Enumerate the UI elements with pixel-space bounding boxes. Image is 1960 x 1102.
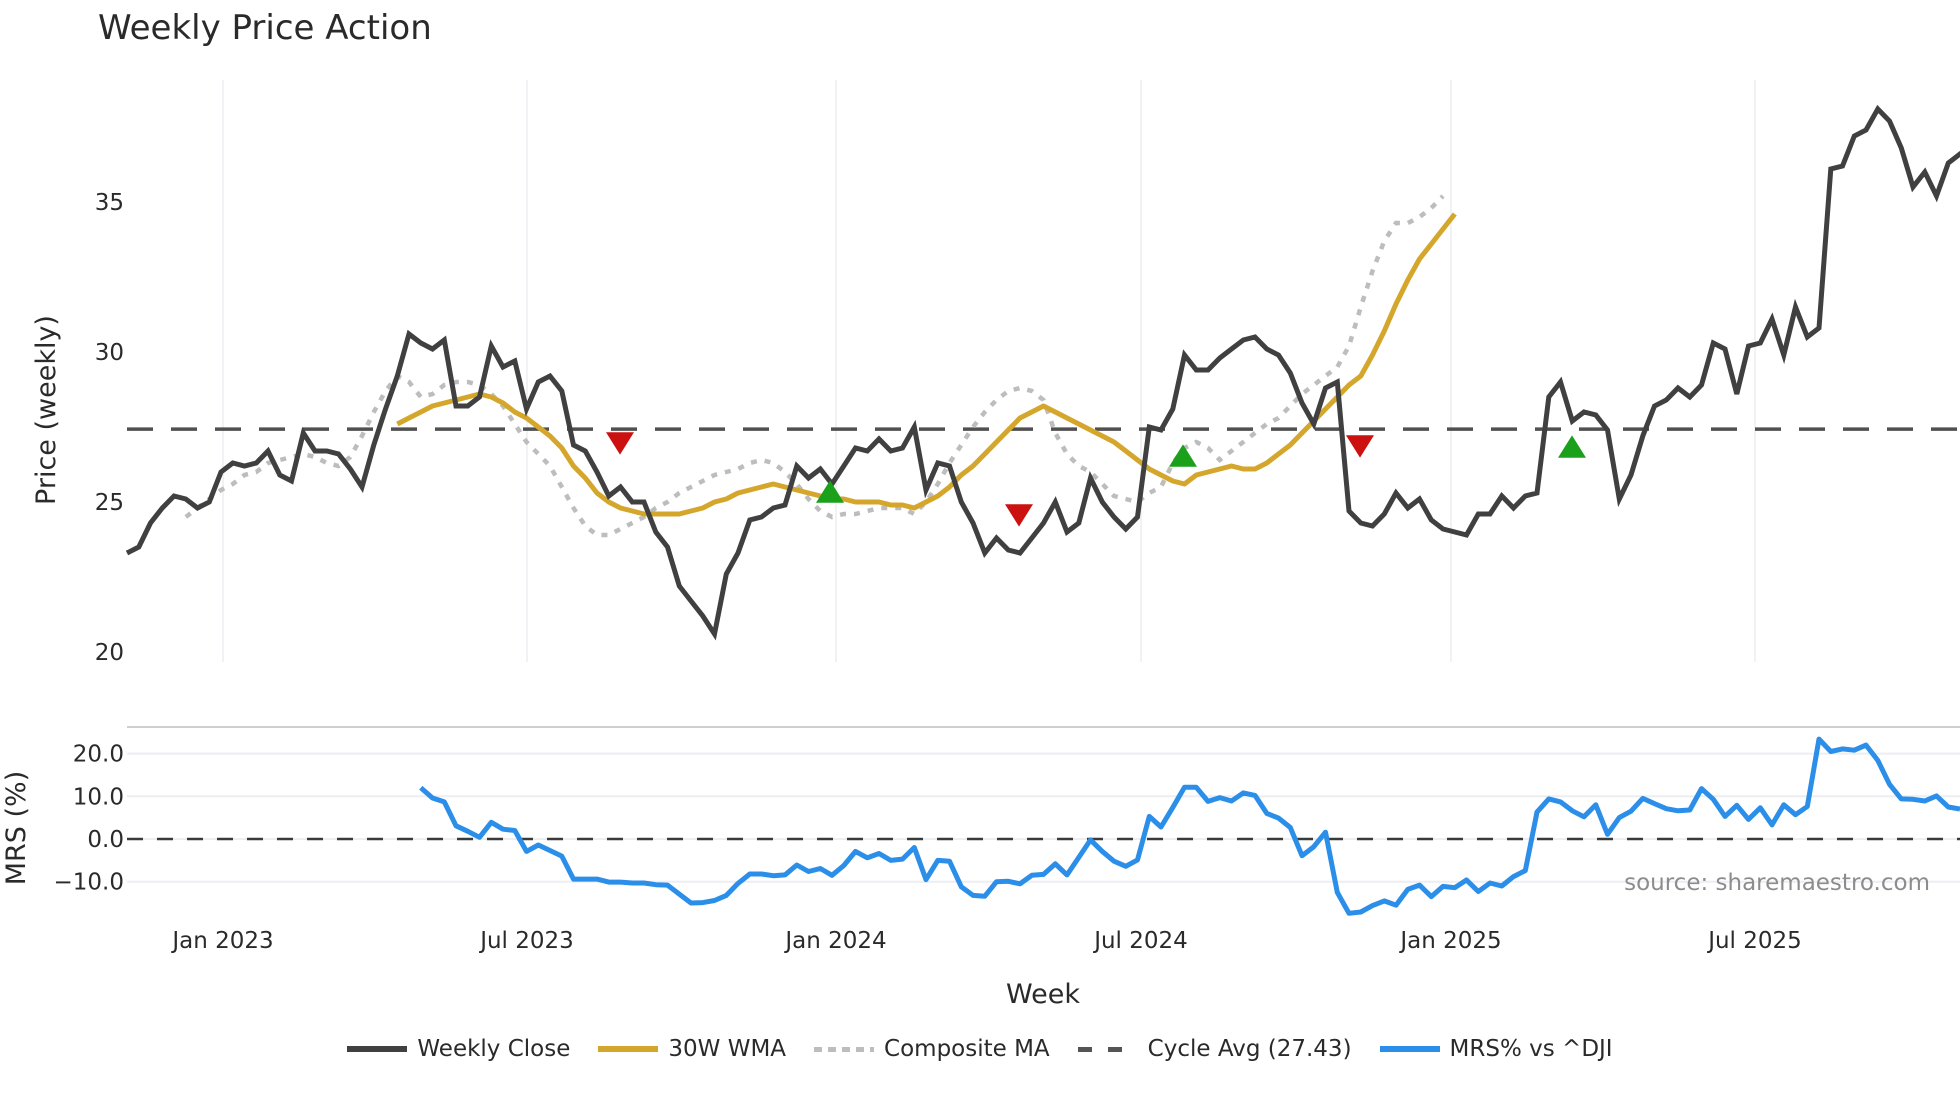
wma-swatch-icon	[598, 1046, 659, 1052]
mrs-y-axis-label: MRS (%)	[1, 771, 32, 886]
legend-item-composite-ma[interactable]: Composite MA	[814, 1036, 1050, 1062]
legend: Weekly Close 30W WMA Composite MA Cycle …	[0, 1036, 1960, 1062]
buy-signal-triangle-up-icon	[1169, 444, 1197, 467]
legend-item-wma[interactable]: 30W WMA	[598, 1036, 786, 1062]
mrs-y-tick: 20.0	[73, 742, 124, 768]
x-tick: Jan 2025	[1398, 928, 1501, 954]
chart-title: Weekly Price Action	[98, 8, 432, 48]
composite-ma-line	[184, 194, 1445, 538]
sell-signal-triangle-down-icon	[606, 432, 634, 455]
legend-item-mrs[interactable]: MRS% vs ^DJI	[1379, 1036, 1613, 1062]
source-note: source: sharemaestro.com	[1624, 870, 1930, 896]
legend-label: Composite MA	[884, 1036, 1050, 1062]
x-tick: Jan 2024	[783, 928, 886, 954]
price-panel: 20 25 30 35 Price (weekly)	[31, 80, 1960, 666]
price-y-tick: 35	[95, 190, 124, 216]
x-axis-ticks: Jan 2023 Jul 2023 Jan 2024 Jul 2024 Jan 2025…	[170, 928, 1801, 954]
legend-label: Weekly Close	[417, 1036, 571, 1062]
legend-label: Cycle Avg (27.43)	[1147, 1036, 1352, 1062]
wma-30w-line	[396, 212, 1457, 517]
buy-signal-triangle-up-icon	[1558, 435, 1586, 458]
mrs-y-tick: −10.0	[54, 870, 124, 896]
x-tick: Jul 2023	[478, 928, 574, 954]
sell-signal-triangle-down-icon	[1005, 504, 1033, 527]
mrs-y-tick: 0.0	[87, 827, 124, 853]
x-tick: Jul 2025	[1706, 928, 1802, 954]
price-y-axis-label: Price (weekly)	[31, 315, 62, 505]
sell-signal-triangle-down-icon	[1346, 435, 1374, 458]
price-y-tick: 20	[95, 640, 124, 666]
legend-item-weekly-close[interactable]: Weekly Close	[347, 1036, 570, 1062]
x-tick: Jul 2024	[1092, 928, 1188, 954]
legend-label: 30W WMA	[668, 1036, 787, 1062]
cycle-avg-swatch-icon	[1077, 1046, 1138, 1052]
weekly-close-line	[125, 104, 1960, 641]
mrs-panel: 20.0 10.0 0.0 −10.0 MRS (%) source: sharema…	[1, 726, 1960, 916]
mrs-y-ticks: 20.0 10.0 0.0 −10.0	[54, 742, 124, 896]
composite-ma-swatch-icon	[814, 1046, 875, 1052]
signal-markers	[606, 432, 1586, 527]
mrs-swatch-icon	[1379, 1046, 1440, 1052]
price-y-tick: 25	[95, 490, 124, 516]
weekly-close-swatch-icon	[347, 1046, 408, 1052]
x-tick: Jan 2023	[170, 928, 273, 954]
x-axis-label: Week	[1006, 979, 1080, 1010]
mrs-y-tick: 10.0	[73, 784, 124, 810]
mrs-line	[419, 736, 1960, 916]
buy-signal-triangle-up-icon	[816, 480, 844, 503]
price-y-tick: 30	[95, 340, 124, 366]
mrs-gridlines	[127, 752, 1960, 883]
price-gridlines	[222, 80, 1756, 662]
price-y-ticks: 20 25 30 35	[95, 190, 124, 666]
legend-label: MRS% vs ^DJI	[1449, 1036, 1613, 1062]
legend-item-cycle-avg[interactable]: Cycle Avg (27.43)	[1077, 1036, 1352, 1062]
